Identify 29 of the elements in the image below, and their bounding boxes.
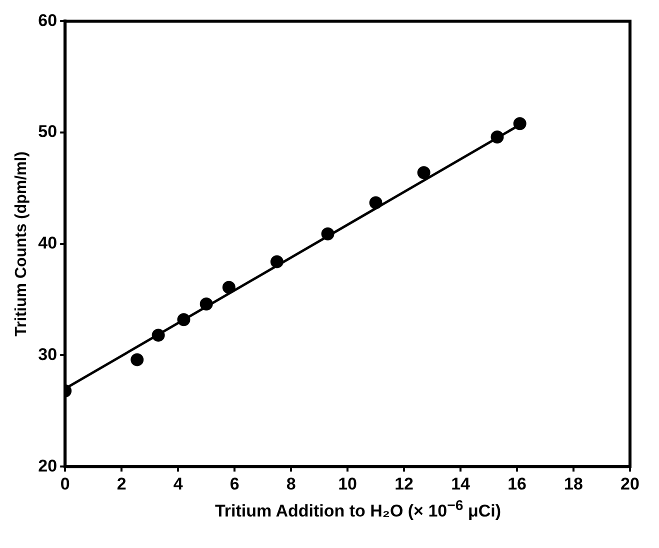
x-tick-label: 18 [564, 474, 583, 494]
x-tick-label: 6 [230, 474, 240, 494]
point [177, 313, 190, 326]
x-tick-label: 12 [394, 474, 414, 494]
y-axis-title: Tritium Counts (dpm/ml) [13, 151, 30, 336]
point [152, 328, 165, 342]
x-tick-label: 10 [338, 474, 358, 494]
point [417, 166, 430, 180]
point [270, 255, 284, 268]
x-tick-label: 4 [173, 474, 184, 494]
x-tick-label: 16 [508, 474, 526, 494]
x-tick-label: 0 [60, 474, 70, 494]
point [130, 353, 144, 366]
point [369, 196, 382, 210]
point [490, 130, 504, 144]
x-axis-title: Tritium Addition to H₂O (× 10$^{−6}$ μCi) [214, 498, 502, 522]
point [200, 298, 213, 311]
y-tick-label: 20 [38, 456, 58, 476]
y-tick-label: 30 [38, 344, 58, 364]
y-tick-label: 60 [38, 10, 58, 30]
x-tick-label: 20 [620, 474, 640, 494]
x-tick-label: 8 [286, 474, 296, 494]
point [321, 227, 334, 240]
point [513, 117, 526, 130]
y-tick-label: 50 [38, 122, 58, 142]
x-tick-label: 2 [116, 474, 126, 494]
x-tick-label: 14 [451, 474, 471, 494]
point [222, 280, 236, 294]
y-tick-label: 40 [38, 234, 58, 253]
